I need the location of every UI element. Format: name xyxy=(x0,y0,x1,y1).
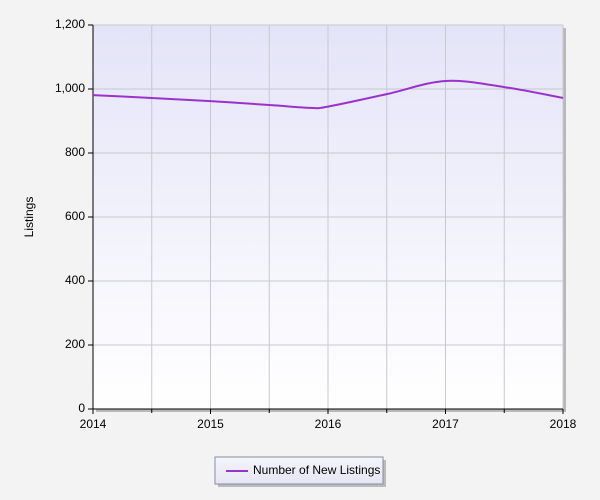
y-tick-label: 1,200 xyxy=(55,17,85,31)
y-tick-label: 0 xyxy=(78,401,85,415)
legend: Number of New Listings xyxy=(214,456,386,487)
y-axis-label: Listings xyxy=(22,197,36,238)
y-tick-label: 1,000 xyxy=(55,81,85,95)
x-tick-label: 2016 xyxy=(315,417,342,431)
line-series xyxy=(92,79,564,110)
x-tick-label: 2015 xyxy=(197,417,224,431)
x-tick-label: 2014 xyxy=(80,417,107,431)
y-tick-label: 800 xyxy=(65,145,85,159)
y-tick-label: 400 xyxy=(65,273,85,287)
x-tick-label: 2018 xyxy=(550,417,577,431)
x-tick-label: 2017 xyxy=(432,417,459,431)
y-tick-label: 600 xyxy=(65,209,85,223)
y-tick-label: 200 xyxy=(65,337,85,351)
legend-label: Number of New Listings xyxy=(253,463,380,477)
